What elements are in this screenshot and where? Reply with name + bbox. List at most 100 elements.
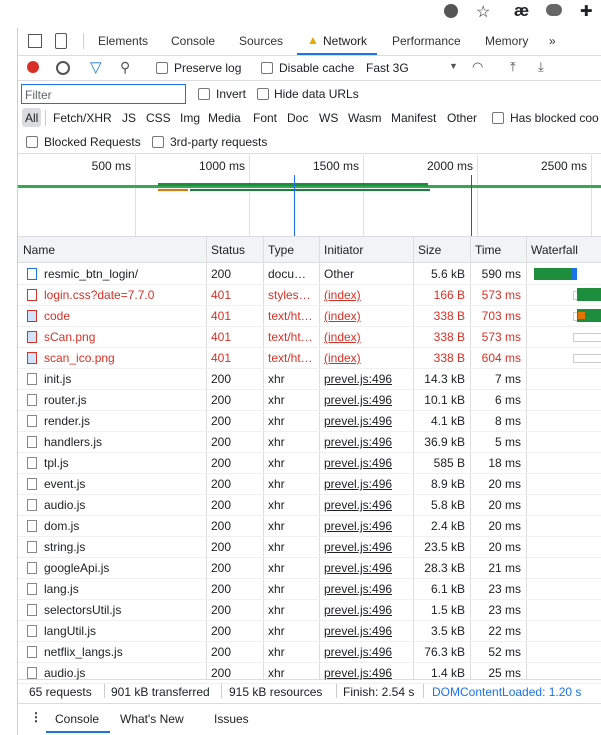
request-cell[interactable]: prevel.js:496: [324, 498, 393, 512]
filter-input[interactable]: [21, 84, 186, 104]
type-filter[interactable]: JS: [122, 111, 137, 125]
request-cell[interactable]: prevel.js:496: [324, 477, 393, 491]
panel-tab[interactable]: Network: [323, 34, 368, 48]
filter-icon[interactable]: ▽: [90, 59, 102, 76]
checkbox-label[interactable]: Disable cache: [279, 61, 355, 75]
column-header[interactable]: Status: [211, 243, 246, 257]
panel-tab[interactable]: Sources: [239, 34, 284, 48]
checkbox-label[interactable]: Invert: [216, 87, 247, 101]
request-name[interactable]: code: [44, 309, 71, 323]
type-filter[interactable]: Img: [180, 111, 201, 125]
panel-tab[interactable]: Console: [171, 34, 216, 48]
inspect-icon[interactable]: [28, 34, 42, 48]
request-cell[interactable]: prevel.js:496: [324, 645, 393, 659]
request-name[interactable]: googleApi.js: [44, 561, 110, 575]
request-name[interactable]: langUtil.js: [44, 624, 97, 638]
star-icon[interactable]: ☆: [476, 4, 491, 21]
request-name[interactable]: dom.js: [44, 519, 80, 533]
request-name[interactable]: audio.js: [44, 666, 86, 680]
request-name[interactable]: tpl.js: [44, 456, 69, 470]
extension-icon[interactable]: [546, 4, 562, 16]
request-name[interactable]: lang.js: [44, 582, 79, 596]
type-filter[interactable]: Media: [208, 111, 241, 125]
dropdown-arrow[interactable]: ▼: [449, 61, 458, 71]
checkbox-label[interactable]: Hide data URLs: [274, 87, 359, 101]
panel-tab[interactable]: Memory: [485, 34, 529, 48]
column-header[interactable]: Type: [268, 243, 295, 257]
checkbox[interactable]: [257, 88, 269, 100]
request-cell[interactable]: prevel.js:496: [324, 624, 393, 638]
request-cell[interactable]: prevel.js:496: [324, 456, 393, 470]
request-name[interactable]: handlers.js: [44, 435, 103, 449]
throttling-select[interactable]: Fast 3G: [366, 61, 409, 75]
request-name[interactable]: login.css?date=7.7.0: [44, 288, 155, 302]
export-icon[interactable]: ⤓: [538, 59, 544, 74]
device-icon[interactable]: [55, 33, 67, 49]
checkbox[interactable]: [261, 62, 273, 74]
type-filter[interactable]: CSS: [146, 111, 171, 125]
request-name[interactable]: selectorsUtil.js: [44, 603, 122, 617]
column-header[interactable]: Size: [418, 243, 442, 257]
column-header[interactable]: Initiator: [324, 243, 364, 257]
type-filter[interactable]: Manifest: [391, 111, 437, 125]
panel-tab[interactable]: Elements: [98, 34, 149, 48]
request-cell[interactable]: prevel.js:496: [324, 414, 393, 428]
request-cell[interactable]: prevel.js:496: [324, 582, 393, 596]
request-cell[interactable]: prevel.js:496: [324, 372, 393, 386]
type-filter[interactable]: Fetch/XHR: [53, 111, 112, 125]
network-conditions-icon[interactable]: ◠: [472, 59, 484, 74]
type-filter[interactable]: All: [25, 111, 39, 125]
extension-icon[interactable]: [444, 4, 458, 18]
panel-tab[interactable]: Performance: [392, 34, 461, 48]
drawer-tab[interactable]: What's New: [120, 712, 184, 726]
record-button[interactable]: [27, 61, 39, 73]
request-name[interactable]: sCan.png: [44, 330, 96, 344]
request-cell[interactable]: prevel.js:496: [324, 393, 393, 407]
search-icon[interactable]: ⚲: [120, 59, 131, 75]
request-cell[interactable]: prevel.js:496: [324, 435, 393, 449]
request-name[interactable]: resmic_btn_login/: [44, 267, 139, 281]
checkbox-label[interactable]: Has blocked coo: [510, 111, 599, 125]
request-name[interactable]: scan_ico.png: [44, 351, 115, 365]
request-name[interactable]: netflix_langs.js: [44, 645, 123, 659]
type-filter[interactable]: Other: [447, 111, 478, 125]
panel-tab[interactable]: »: [549, 34, 556, 48]
request-name[interactable]: router.js: [44, 393, 87, 407]
request-name[interactable]: audio.js: [44, 498, 86, 512]
drawer-tab[interactable]: Console: [55, 712, 100, 726]
checkbox[interactable]: [156, 62, 168, 74]
drawer-menu[interactable]: ⋮: [30, 710, 42, 724]
request-cell[interactable]: (index): [324, 351, 361, 365]
request-name[interactable]: init.js: [44, 372, 72, 386]
import-icon[interactable]: ⤒: [510, 59, 516, 74]
puzzle-icon[interactable]: ✚: [580, 3, 593, 20]
clear-button[interactable]: [56, 61, 70, 75]
checkbox[interactable]: [26, 136, 38, 148]
column-header[interactable]: Waterfall: [531, 243, 578, 257]
request-cell[interactable]: (index): [324, 309, 361, 323]
column-header[interactable]: Time: [475, 243, 502, 257]
request-name[interactable]: string.js: [44, 540, 86, 554]
request-cell[interactable]: prevel.js:496: [324, 603, 393, 617]
checkbox-label[interactable]: 3rd-party requests: [170, 135, 268, 149]
type-filter[interactable]: WS: [319, 111, 339, 125]
checkbox-label[interactable]: Blocked Requests: [44, 135, 141, 149]
column-header[interactable]: Name: [23, 243, 56, 257]
request-cell[interactable]: (index): [324, 330, 361, 344]
request-cell[interactable]: Other: [324, 267, 355, 281]
extension-icon[interactable]: æ: [514, 1, 530, 20]
type-filter[interactable]: Doc: [287, 111, 309, 125]
request-cell[interactable]: prevel.js:496: [324, 519, 393, 533]
request-cell[interactable]: prevel.js:496: [324, 666, 393, 680]
request-cell[interactable]: prevel.js:496: [324, 561, 393, 575]
request-cell[interactable]: prevel.js:496: [324, 540, 393, 554]
type-filter[interactable]: Font: [253, 111, 278, 125]
checkbox[interactable]: [152, 136, 164, 148]
request-name[interactable]: event.js: [44, 477, 86, 491]
drawer-tab[interactable]: Issues: [214, 712, 249, 726]
request-cell[interactable]: (index): [324, 288, 361, 302]
checkbox[interactable]: [492, 112, 504, 124]
checkbox[interactable]: [198, 88, 210, 100]
request-name[interactable]: render.js: [44, 414, 91, 428]
checkbox-label[interactable]: Preserve log: [174, 61, 242, 75]
